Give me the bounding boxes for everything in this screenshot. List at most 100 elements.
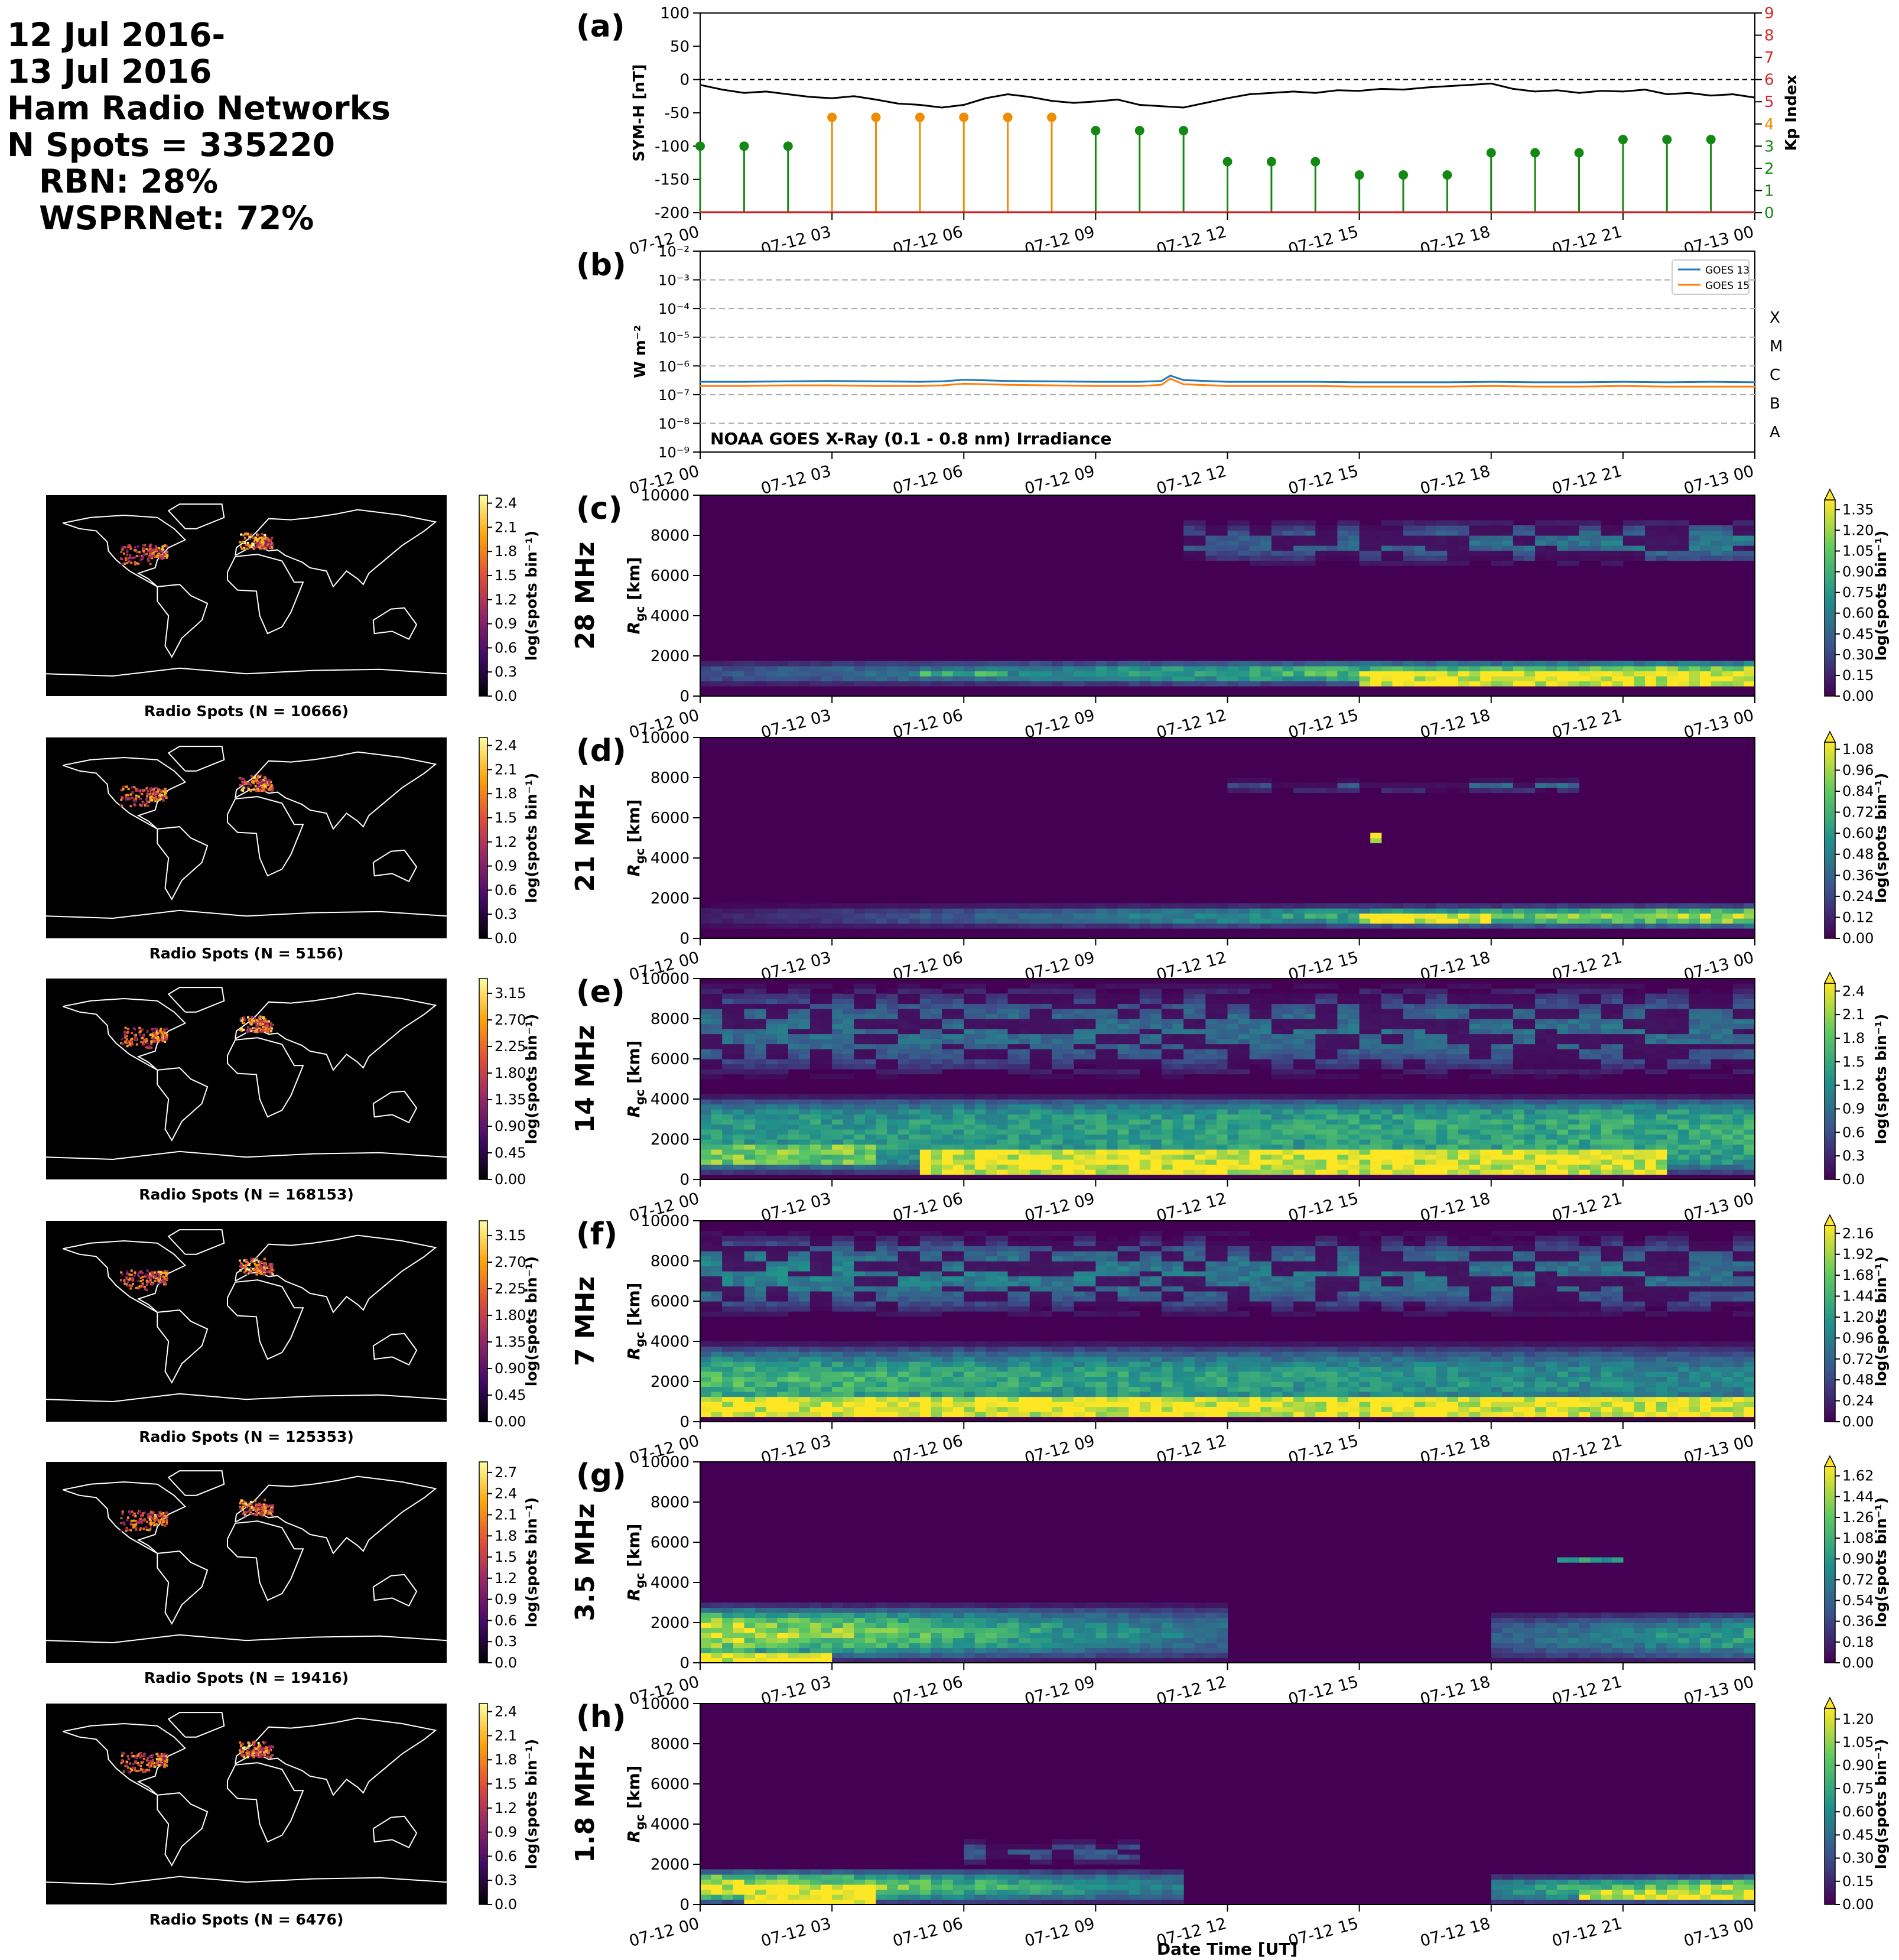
heatmap-cell [755, 1134, 767, 1140]
heatmap-cell [887, 1023, 899, 1029]
heatmap-cell [1150, 923, 1162, 929]
heatmap-cell [1381, 1159, 1393, 1165]
heatmap-cell [1535, 903, 1547, 909]
heatmap-cell [1491, 1139, 1503, 1145]
heatmap-cell [1480, 530, 1492, 536]
heatmap-cell [1392, 671, 1404, 677]
heatmap-cell [964, 1003, 975, 1009]
heatmap-cell [1260, 1054, 1272, 1059]
heatmap-cell [1326, 661, 1338, 667]
heatmap-cell [700, 1119, 712, 1125]
heatmap-cell [1524, 1039, 1536, 1045]
spot-density-cell [145, 552, 148, 555]
x-tick-label: 07-12 18 [1418, 462, 1492, 498]
heatmap-cell [1480, 1074, 1492, 1080]
spot-density-cell [242, 781, 245, 783]
heatmap-cell [1095, 1114, 1107, 1120]
heatmap-cell [1469, 1059, 1481, 1065]
heatmap-cell [864, 983, 877, 989]
heatmap-cell [1227, 1114, 1239, 1120]
heatmap-cell [1722, 661, 1734, 667]
heatmap-cell [1139, 1114, 1151, 1120]
map-cbar-tick-label: 0.9 [495, 858, 517, 875]
heatmap-cell [919, 1099, 932, 1105]
spot-density-cell [258, 544, 261, 547]
heatmap-cell [1359, 671, 1371, 677]
heatmap-cell [1359, 666, 1371, 672]
heatmap-cell [1469, 555, 1481, 561]
heatmap-cell [919, 1029, 932, 1035]
heatmap-cell [1238, 1154, 1250, 1160]
heatmap-cell [887, 1139, 899, 1145]
heatmap-cell [1183, 535, 1195, 541]
cbar-tick-label: 0.30 [1842, 646, 1874, 663]
heatmap-cell [1260, 908, 1272, 914]
heatmap-cell [1568, 782, 1580, 788]
heatmap-cell [1107, 1039, 1118, 1045]
heatmap-cell [1084, 1134, 1096, 1140]
heatmap-cell [964, 1139, 975, 1145]
heatmap-cell [777, 1013, 789, 1019]
figure-header: 12 Jul 2016- 13 Jul 2016 Ham Radio Netwo… [7, 17, 391, 236]
heatmap-cell [1205, 666, 1217, 672]
heatmap-cell [1172, 1139, 1184, 1145]
heatmap-cell [722, 1099, 734, 1105]
heatmap-cell [1304, 545, 1316, 551]
spot-density-cell [239, 784, 242, 786]
heatmap-cell [1513, 903, 1525, 909]
heatmap-cell [1183, 525, 1195, 531]
heatmap-cell [1107, 1074, 1118, 1080]
heatmap-cell [1205, 1139, 1217, 1145]
heatmap-cell [1502, 1124, 1514, 1130]
heatmap-cell [1359, 1144, 1371, 1150]
heatmap-cell [964, 1033, 975, 1039]
heatmap-cell [1293, 1003, 1305, 1009]
heatmap-cell [1700, 555, 1712, 561]
heatmap-cell [744, 1149, 756, 1155]
heatmap-cell [1469, 671, 1481, 677]
heatmap-cell [942, 1169, 954, 1175]
heatmap-cell [1029, 999, 1041, 1005]
heatmap-cell [942, 1064, 954, 1070]
heatmap-cell [1436, 1104, 1448, 1110]
heatmap-cell [1403, 1069, 1415, 1075]
heatmap-cell [854, 1149, 866, 1155]
heatmap-cell [1458, 1039, 1470, 1045]
heatmap-cell [1315, 1054, 1327, 1059]
heatmap-cell [1172, 1109, 1184, 1115]
heatmap-cell [1238, 1109, 1250, 1115]
heatmap-cell [1194, 1149, 1206, 1155]
heatmap-cell [788, 989, 799, 994]
heatmap-cell [876, 1154, 887, 1160]
heatmap-cell [942, 1039, 954, 1045]
heatmap-cell [1194, 681, 1206, 687]
heatmap-cell [1447, 1059, 1459, 1065]
heatmap-cell [1260, 671, 1272, 677]
heatmap-cell [1161, 1099, 1173, 1105]
heatmap-cell [997, 1023, 1009, 1029]
heatmap-cell [1524, 1044, 1536, 1049]
heatmap-cell [1084, 681, 1096, 687]
heatmap-cell [1172, 1069, 1184, 1075]
heatmap-cell [711, 1074, 723, 1080]
heatmap-cell [1040, 1149, 1052, 1155]
heatmap-cell [1117, 1099, 1129, 1105]
heatmap-cell [952, 1169, 964, 1175]
heatmap-cell [1117, 1164, 1129, 1170]
heatmap-cell [1535, 550, 1547, 556]
heatmap-cell [919, 1054, 932, 1059]
heatmap-cell [1480, 1003, 1492, 1009]
heatmap-cell [1579, 903, 1591, 909]
heatmap-cell [986, 1064, 997, 1070]
heatmap-cell [1480, 983, 1492, 989]
heatmap-cell [1612, 908, 1624, 914]
heatmap-cell [1194, 1094, 1206, 1100]
heatmap-cell [843, 666, 854, 672]
heatmap-cell [1425, 661, 1437, 667]
heatmap-cell [1216, 1144, 1228, 1150]
heatmap-cell [1370, 833, 1382, 838]
heatmap-cell [1370, 1059, 1382, 1065]
heatmap-cell [964, 1013, 975, 1019]
heatmap-cell [1677, 923, 1689, 929]
heatmap-cell [1711, 923, 1722, 929]
